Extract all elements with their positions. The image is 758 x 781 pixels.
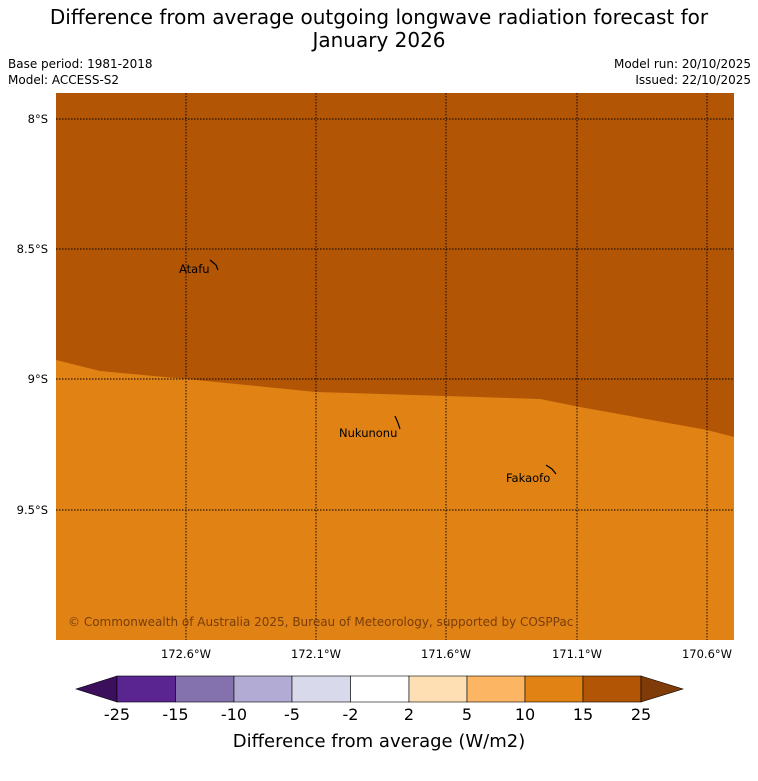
copyright-notice: © Commonwealth of Australia 2025, Bureau…	[68, 615, 573, 629]
map-panel	[56, 93, 734, 640]
meta-left: Base period: 1981-2018 Model: ACCESS-S2	[8, 56, 153, 88]
colorbar-swatch	[233, 675, 293, 703]
atolls	[209, 259, 557, 475]
colorbar-swatch	[582, 675, 642, 703]
colorbar-label: Difference from average (W/m2)	[233, 731, 525, 752]
colorbar-swatch	[524, 675, 584, 703]
model-name: Model: ACCESS-S2	[8, 73, 120, 87]
atafu-outline	[209, 259, 219, 271]
colorbar-tick: -2	[343, 705, 359, 724]
colorbar-tick: 15	[573, 705, 593, 724]
lat-label: 9.5°S	[17, 503, 48, 517]
lon-label: 171.6°W	[421, 647, 471, 661]
colorbar-tick: 5	[462, 705, 472, 724]
title-line-1: Difference from average outgoing longwav…	[49, 5, 709, 29]
title-line-2: January 2026	[312, 28, 446, 52]
colorbar-extend-low	[75, 675, 118, 703]
colorbar-tick: -5	[284, 705, 300, 724]
place-label-fakaofo: Fakaofo	[506, 471, 550, 485]
colorbar-swatch	[116, 675, 176, 703]
colorbar-tick: -10	[221, 705, 247, 724]
graticule	[56, 93, 734, 640]
fakaofo-outline	[545, 464, 557, 475]
anomaly-region-10-15	[56, 360, 734, 640]
lat-label: 9°S	[28, 372, 48, 386]
colorbar-ticks: -25 -15 -10 -5 -2 2 5 10 15 25	[104, 705, 651, 724]
colorbar-swatch	[408, 675, 468, 703]
place-label-nukunonu: Nukunonu	[339, 426, 397, 440]
colorbar-tick: 10	[515, 705, 535, 724]
colorbar-swatch	[291, 675, 351, 703]
lon-label: 170.6°W	[682, 647, 732, 661]
colorbar-tick: 25	[631, 705, 651, 724]
nukunonu-outline	[394, 415, 401, 430]
colorbar-swatch	[350, 675, 410, 703]
colorbar-extend-high	[640, 675, 685, 703]
lat-label: 8°S	[28, 112, 48, 126]
place-label-atafu: Atafu	[179, 262, 210, 276]
lon-label: 172.6°W	[161, 647, 211, 661]
lon-label: 172.1°W	[291, 647, 341, 661]
colorbar-swatch	[466, 675, 526, 703]
base-period: Base period: 1981-2018	[8, 57, 153, 71]
colorbar	[75, 675, 685, 703]
chart-title: Difference from average outgoing longwav…	[0, 6, 758, 52]
model-run: Model run: 20/10/2025	[613, 57, 751, 71]
colorbar-tick: -25	[104, 705, 130, 724]
lon-label: 171.1°W	[552, 647, 602, 661]
colorbar-tick: 2	[404, 705, 414, 724]
lat-label: 8.5°S	[17, 242, 48, 256]
issued-date: Issued: 22/10/2025	[635, 73, 751, 87]
meta-right: Model run: 20/10/2025 Issued: 22/10/2025	[614, 56, 751, 88]
colorbar-swatch	[175, 675, 235, 703]
colorbar-tick: -15	[162, 705, 188, 724]
